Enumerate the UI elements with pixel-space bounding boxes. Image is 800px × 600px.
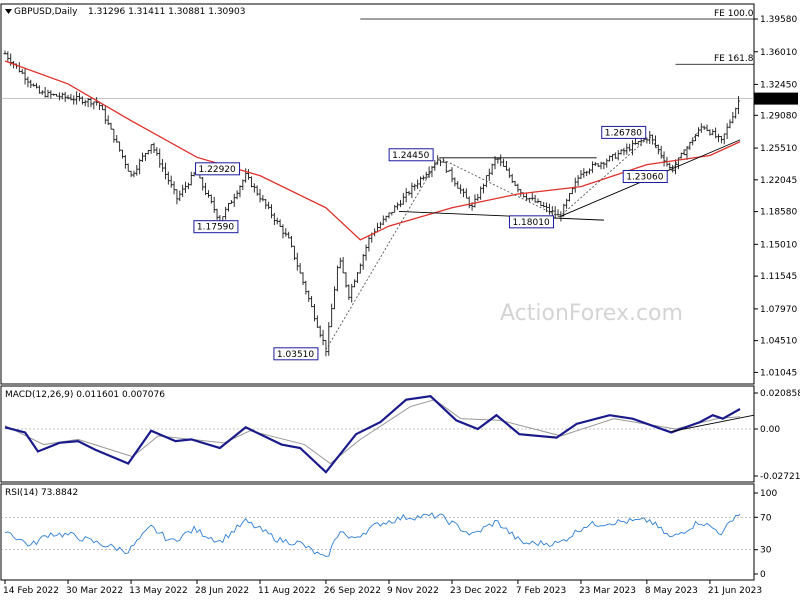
fe-level-label: FE 161.8 — [714, 54, 754, 64]
last-price-text: 1.30903 — [758, 95, 795, 105]
price-axis-label: 1.18580 — [760, 208, 797, 218]
price-label-text: 1.03510 — [277, 350, 314, 360]
rsi-axis-label: 70 — [760, 513, 772, 523]
wave-dashed-line — [670, 124, 704, 171]
time-axis-label: 28 Jun 2022 — [195, 586, 249, 596]
macd-axis-label: 0.020858 — [760, 389, 800, 399]
rsi-line — [4, 512, 741, 557]
price-label-text: 1.24450 — [392, 151, 429, 161]
price-axis-label: 1.15010 — [760, 240, 797, 250]
price-label-box — [508, 215, 554, 229]
rally-dashed-line — [325, 157, 440, 351]
time-axis-label: 11 Aug 2022 — [258, 586, 316, 596]
time-axis-label: 9 Nov 2022 — [387, 586, 439, 596]
macd-series-line — [4, 395, 741, 474]
price-label-box — [601, 125, 647, 139]
price-axis-label: 1.36010 — [760, 48, 797, 58]
price-axis-label: 1.29080 — [760, 111, 797, 121]
price-label-box — [622, 170, 668, 184]
time-axis-label: 7 Feb 2023 — [516, 586, 566, 596]
moving-average-line — [4, 60, 741, 241]
watermark-text: ActionForex.com — [500, 301, 683, 326]
fe-level-label: FE 100.0 — [714, 9, 754, 19]
price-label-text: 1.26780 — [605, 128, 642, 138]
support-line — [398, 210, 604, 221]
price-layer: FE 100.0 FE 161.8 1.22920 1.17590 1.03510 1.2… — [1, 9, 754, 361]
price-label-box — [195, 162, 241, 176]
price-axis-label: 1.32450 — [760, 80, 797, 90]
macd-panel-title: MACD(12,26,9) 0.011601 0.007076 — [5, 390, 165, 400]
macd-axis-label: 0.00 — [760, 425, 780, 435]
price-label-box — [193, 220, 239, 234]
time-axis-label: 23 Mar 2023 — [579, 586, 636, 596]
axis-layer: 1.39580 1.36010 1.32450 1.29080 1.25510 1.220… — [3, 15, 800, 596]
price-axis-label: 1.11545 — [760, 272, 797, 282]
macd-layer — [1, 395, 755, 474]
price-label-text: 1.18010 — [512, 218, 549, 228]
price-axis-label: 1.25510 — [760, 144, 797, 154]
last-price-badge — [754, 92, 798, 105]
price-label-box — [388, 148, 434, 162]
time-axis-label: 30 Mar 2022 — [66, 586, 123, 596]
rsi-panel-title: RSI(14) 73.8842 — [5, 488, 78, 498]
price-label-box — [273, 347, 319, 361]
rsi-axis-label: 0 — [760, 570, 766, 580]
price-label-text: 1.22920 — [199, 165, 236, 175]
macd-trendline — [671, 414, 755, 433]
price-axis-label: 1.04510 — [760, 337, 797, 347]
ohlc-header: 1.31296 1.31411 1.30881 1.30903 — [88, 7, 245, 17]
time-axis-label: 8 May 2023 — [645, 586, 698, 596]
rsi-axis-label: 100 — [760, 489, 777, 499]
time-axis-label: 21 Jun 2023 — [708, 586, 762, 596]
rsi-axis-label: 30 — [760, 546, 772, 556]
price-axis-label: 1.01045 — [760, 368, 797, 378]
time-axis-label: 26 Sep 2022 — [324, 586, 381, 596]
time-axis-label: 14 Feb 2022 — [3, 586, 59, 596]
price-label-text: 1.17590 — [197, 223, 234, 233]
rsi-panel-frame — [0, 483, 755, 581]
time-axis-label: 13 May 2022 — [129, 586, 188, 596]
dropdown-triangle-icon — [5, 9, 12, 14]
time-axis-label: 23 Dec 2022 — [450, 586, 508, 596]
price-label-text: 1.23060 — [626, 173, 663, 183]
upleg-dashed-line — [559, 136, 651, 218]
rsi-layer — [1, 512, 754, 557]
correction-dashed-line — [649, 136, 672, 171]
price-axis-label: 1.22045 — [760, 176, 797, 186]
macd-panel-frame — [0, 385, 755, 483]
macd-axis-label: -0.027213 — [760, 472, 800, 482]
price-axis-label: 1.07970 — [760, 305, 797, 315]
price-axis-label: 1.39580 — [760, 15, 797, 25]
price-panel-title: GBPUSD,Daily — [14, 7, 78, 17]
price-panel-frame — [0, 3, 755, 385]
